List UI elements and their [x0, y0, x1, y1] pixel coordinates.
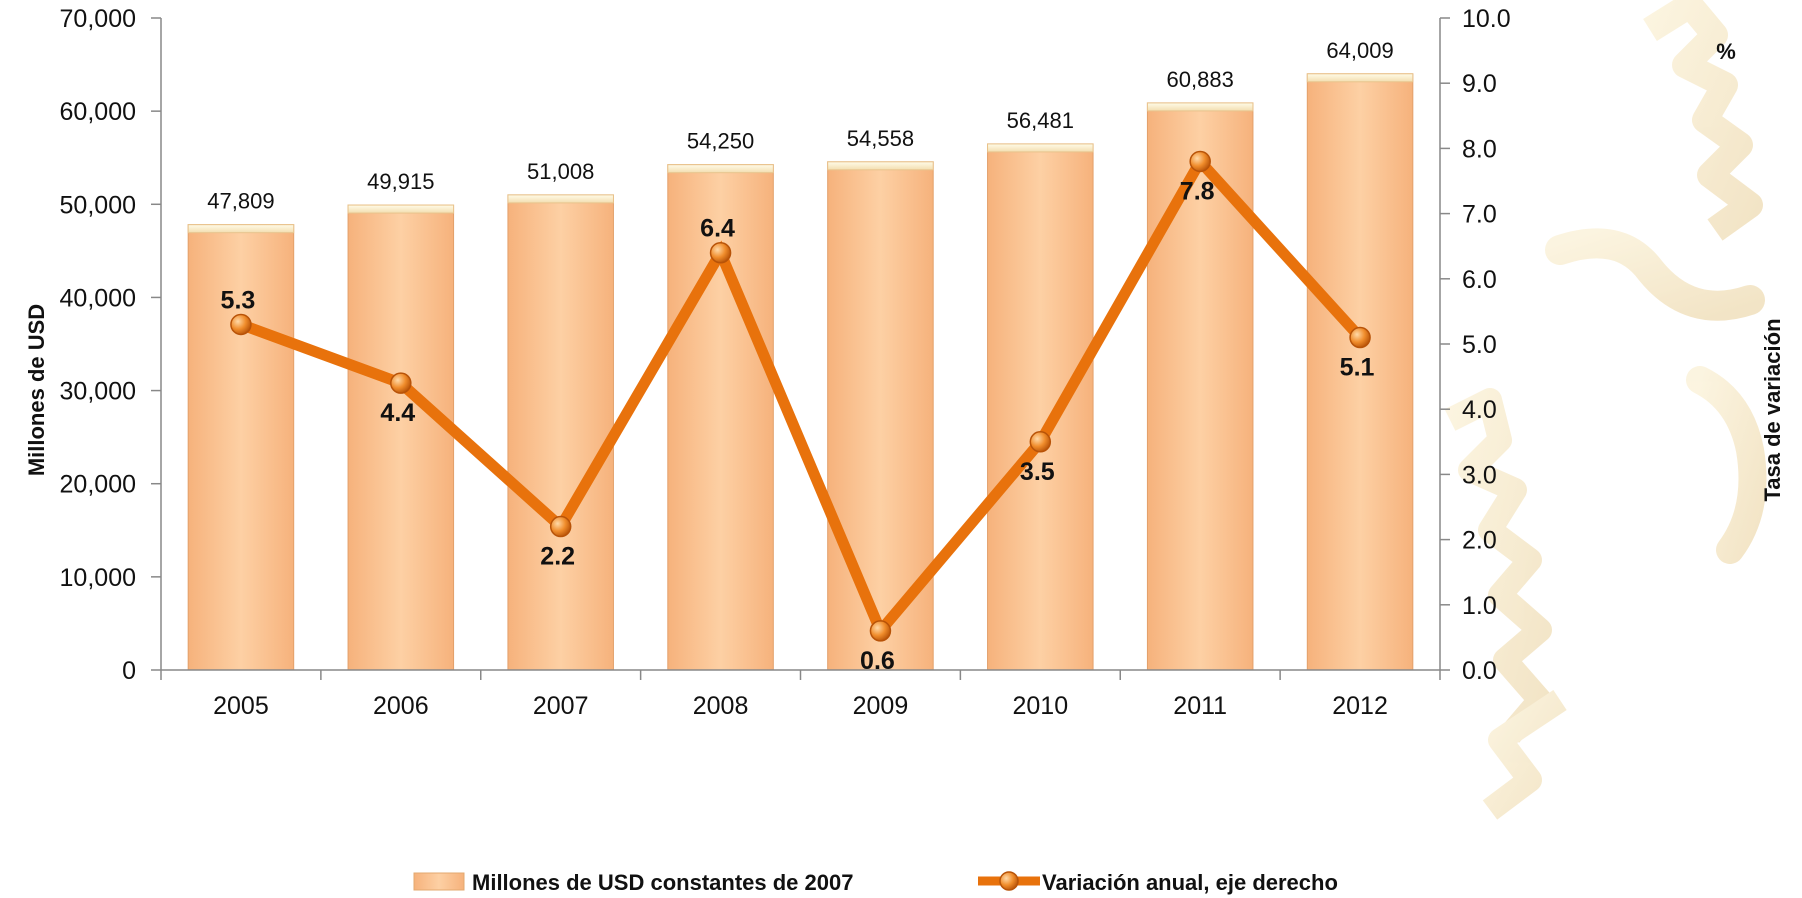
line-value-label: 5.1: [1340, 353, 1375, 381]
x-tick-label: 2010: [1013, 692, 1069, 720]
x-tick-label: 2005: [213, 692, 269, 720]
left-tick-label: 0: [122, 657, 136, 685]
bar-value-label: 47,809: [207, 189, 274, 214]
right-tick-label: 8.0: [1462, 135, 1497, 163]
bar-value-label: 54,558: [847, 126, 914, 151]
left-tick-label: 20,000: [60, 471, 136, 499]
x-tick-label: 2011: [1173, 692, 1227, 720]
right-axis-unit: %: [1716, 39, 1736, 64]
right-tick-label: 7.0: [1462, 201, 1497, 229]
legend-item-line: Variación anual, eje derecho: [978, 870, 1338, 895]
legend-label-bars: Millones de USD constantes de 2007: [472, 870, 853, 895]
left-tick-label: 60,000: [60, 98, 136, 126]
bar-value-label: 60,883: [1167, 67, 1234, 92]
line-point: [1189, 150, 1211, 173]
left-axis-ticks: 0 10,000 20,000 30,000 40,000 50,000 60,000 70,…: [60, 5, 161, 685]
line-value-label: 6.4: [700, 215, 735, 243]
line-point: [230, 313, 252, 336]
bar-value-label: 64,009: [1326, 38, 1393, 63]
x-tick-label: 2012: [1332, 692, 1388, 720]
bar-cap: [187, 224, 295, 234]
right-tick-label: 9.0: [1462, 70, 1497, 98]
bar-cap: [347, 204, 455, 214]
x-tick-label: 2006: [373, 692, 429, 720]
line-series: 5.34.42.26.40.63.57.85.1: [221, 150, 1375, 675]
x-tick-label: 2008: [693, 692, 749, 720]
background-decoration: [1444, 0, 1767, 820]
right-axis-title: Tasa de variación: [1760, 318, 1785, 501]
bar-value-label: 49,915: [367, 169, 434, 194]
x-tick-label: 2007: [533, 692, 589, 720]
bar-cap: [507, 194, 614, 204]
right-tick-label: 10.0: [1462, 5, 1511, 33]
bar-cap: [827, 161, 934, 171]
left-axis-title: Millones de USD: [24, 304, 49, 476]
line-point: [709, 241, 732, 264]
right-tick-label: 1.0: [1462, 592, 1497, 620]
bar: [347, 204, 455, 671]
legend-marker: [999, 871, 1019, 891]
right-axis-ticks: 0.0 1.0 2.0 3.0 4.0 5.0 6.0 7.0 8.0 9.0 10.0: [1440, 5, 1511, 685]
legend-item-bars: Millones de USD constantes de 2007: [413, 870, 853, 895]
right-tick-label: 6.0: [1462, 266, 1497, 294]
bar-value-label: 56,481: [1007, 108, 1074, 133]
bar-cap: [987, 143, 1094, 153]
line-value-label: 4.4: [380, 399, 415, 427]
right-tick-label: 2.0: [1462, 527, 1497, 555]
bar-cap: [1146, 102, 1254, 112]
bar-cap: [1306, 73, 1414, 83]
bar: [1306, 73, 1414, 671]
bar-series: 47,809 49,915 51,008 54,250 54,558 56,481 60,8…: [187, 38, 1414, 671]
line-point: [549, 515, 572, 538]
bar: [507, 194, 614, 671]
bar-value-label: 54,250: [687, 129, 754, 154]
x-axis-ticks: 2005 2006 2007 2008 2009 2010 2011 2012: [160, 670, 1441, 720]
line-point: [1349, 326, 1371, 349]
line-value-label: 7.8: [1180, 177, 1215, 205]
line-path: [235, 152, 1366, 642]
line-point: [1029, 431, 1052, 453]
left-tick-label: 30,000: [60, 378, 136, 406]
right-tick-label: 4.0: [1462, 396, 1497, 424]
x-tick-label: 2009: [853, 692, 909, 720]
right-tick-label: 5.0: [1462, 331, 1497, 359]
legend-swatch-bars: [413, 872, 465, 891]
line-value-label: 3.5: [1020, 458, 1055, 486]
left-tick-label: 10,000: [60, 564, 136, 592]
left-tick-label: 50,000: [60, 191, 136, 219]
bar-value-label: 51,008: [527, 159, 594, 184]
left-tick-label: 70,000: [60, 5, 136, 33]
line-point: [869, 620, 892, 642]
left-tick-label: 40,000: [60, 284, 136, 312]
legend-label-line: Variación anual, eje derecho: [1042, 870, 1338, 895]
line-value-label: 5.3: [221, 286, 256, 314]
line-value-label: 2.2: [540, 543, 575, 571]
bar: [987, 143, 1094, 671]
legend: Millones de USD constantes de 2007 Varia…: [413, 870, 1338, 895]
right-tick-label: 0.0: [1462, 657, 1497, 685]
line-point: [390, 372, 412, 394]
right-tick-label: 3.0: [1462, 461, 1497, 489]
bar-cap: [667, 164, 774, 174]
